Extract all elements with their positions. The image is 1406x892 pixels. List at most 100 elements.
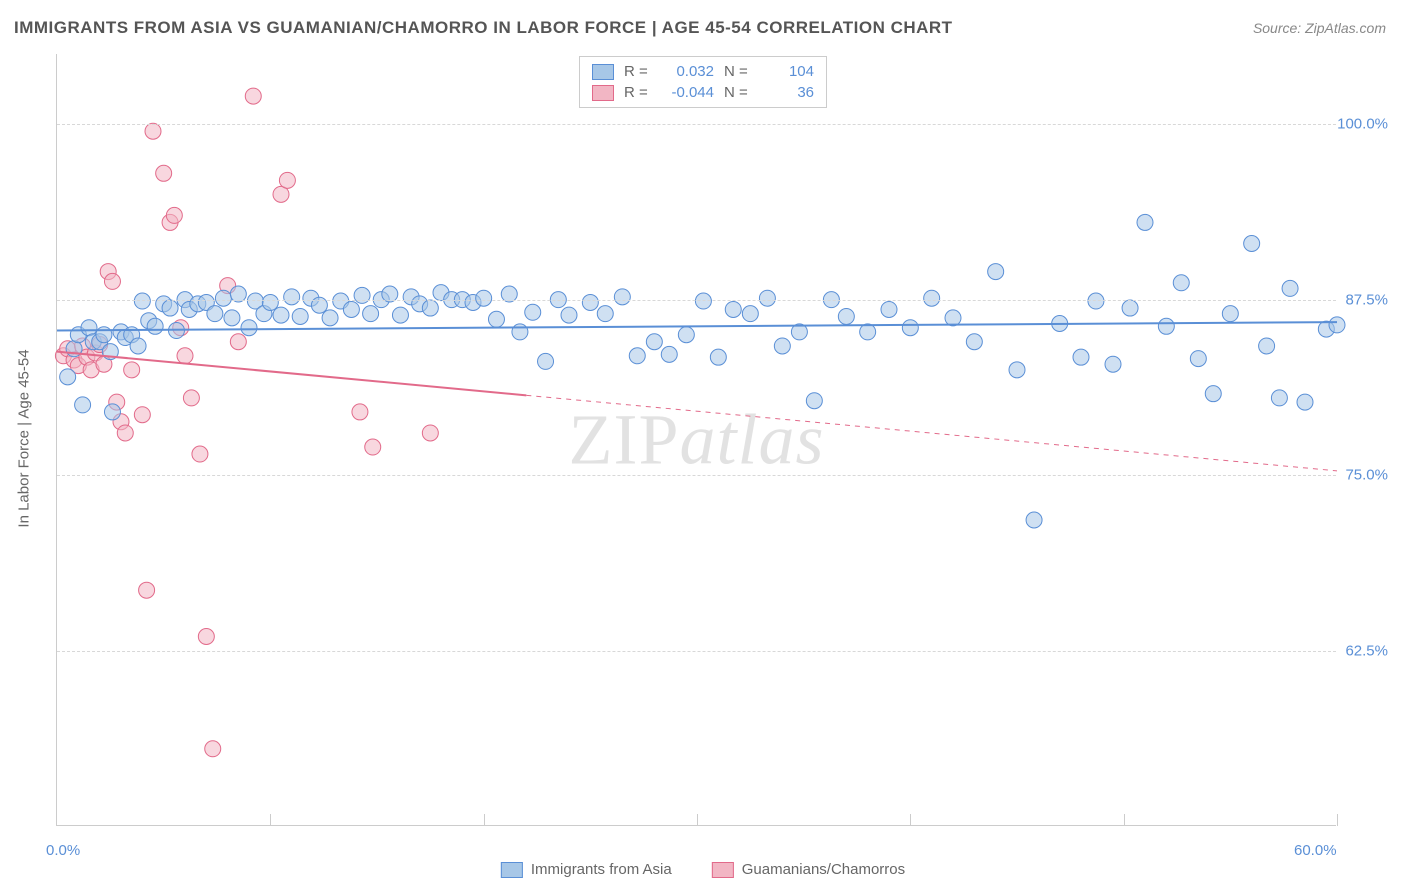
data-point <box>1009 362 1025 378</box>
data-point <box>1222 306 1238 322</box>
data-point <box>365 439 381 455</box>
legend-swatch-series-0 <box>592 64 614 80</box>
x-tick-mark <box>270 814 271 826</box>
data-point <box>1105 356 1121 372</box>
data-point <box>1026 512 1042 528</box>
data-point <box>60 369 76 385</box>
data-point <box>1282 280 1298 296</box>
legend-swatch-1 <box>712 862 734 878</box>
data-point <box>661 346 677 362</box>
data-point <box>838 308 854 324</box>
data-point <box>1122 300 1138 316</box>
legend-row-series-0: R = 0.032 N = 104 <box>592 61 814 82</box>
data-point <box>678 327 694 343</box>
data-point <box>156 165 172 181</box>
legend-label-r: R = <box>624 63 652 80</box>
gridline-h <box>57 475 1336 476</box>
data-point <box>525 304 541 320</box>
data-point <box>205 741 221 757</box>
data-point <box>96 327 112 343</box>
data-point <box>245 88 261 104</box>
data-point <box>104 404 120 420</box>
data-point <box>614 289 630 305</box>
data-point <box>774 338 790 354</box>
data-point <box>1158 318 1174 334</box>
data-point <box>134 407 150 423</box>
data-point <box>902 320 918 336</box>
x-tick-mark <box>484 814 485 826</box>
data-point <box>343 301 359 317</box>
data-point <box>130 338 146 354</box>
data-point <box>279 172 295 188</box>
data-point <box>177 348 193 364</box>
data-point <box>183 390 199 406</box>
legend-item-1: Guamanians/Chamorros <box>712 861 905 878</box>
data-point <box>1244 235 1260 251</box>
scatter-svg <box>57 54 1336 825</box>
data-point <box>322 310 338 326</box>
data-point <box>1329 317 1345 333</box>
gridline-h <box>57 300 1336 301</box>
data-point <box>241 320 257 336</box>
data-point <box>924 290 940 306</box>
data-point <box>1271 390 1287 406</box>
data-point <box>597 306 613 322</box>
data-point <box>166 207 182 223</box>
legend-item-0: Immigrants from Asia <box>501 861 672 878</box>
data-point <box>363 306 379 322</box>
legend-correlation: R = 0.032 N = 104 R = -0.044 N = 36 <box>579 56 827 108</box>
data-point <box>742 306 758 322</box>
y-tick-label: 87.5% <box>1345 291 1388 308</box>
x-tick-mark <box>910 814 911 826</box>
data-point <box>354 287 370 303</box>
legend-value-n-0: 104 <box>762 63 814 80</box>
data-point <box>422 425 438 441</box>
data-point <box>476 290 492 306</box>
data-point <box>538 353 554 369</box>
legend-label-1: Guamanians/Chamorros <box>742 861 905 878</box>
data-point <box>806 393 822 409</box>
data-point <box>488 311 504 327</box>
y-tick-label: 75.0% <box>1345 467 1388 484</box>
data-point <box>104 273 120 289</box>
data-point <box>759 290 775 306</box>
x-tick-mark <box>1124 814 1125 826</box>
legend-label-0: Immigrants from Asia <box>531 861 672 878</box>
data-point <box>966 334 982 350</box>
data-point <box>1088 293 1104 309</box>
data-point <box>1173 275 1189 291</box>
data-point <box>1190 351 1206 367</box>
data-point <box>1205 386 1221 402</box>
legend-series: Immigrants from Asia Guamanians/Chamorro… <box>501 861 905 878</box>
y-axis-title: In Labor Force | Age 45-54 <box>16 349 33 527</box>
data-point <box>284 289 300 305</box>
data-point <box>192 446 208 462</box>
data-point <box>352 404 368 420</box>
legend-swatch-series-1 <box>592 85 614 101</box>
data-point <box>1137 214 1153 230</box>
data-point <box>124 362 140 378</box>
gridline-h <box>57 651 1336 652</box>
data-point <box>710 349 726 365</box>
legend-value-r-1: -0.044 <box>662 84 714 101</box>
data-point <box>1259 338 1275 354</box>
legend-label-r: R = <box>624 84 652 101</box>
x-tick-mark <box>1337 814 1338 826</box>
data-point <box>134 293 150 309</box>
data-point <box>392 307 408 323</box>
data-point <box>262 294 278 310</box>
data-point <box>561 307 577 323</box>
y-tick-label: 100.0% <box>1337 116 1388 133</box>
chart-title: IMMIGRANTS FROM ASIA VS GUAMANIAN/CHAMOR… <box>14 18 953 38</box>
data-point <box>75 397 91 413</box>
x-tick-mark <box>697 814 698 826</box>
legend-swatch-0 <box>501 862 523 878</box>
data-point <box>860 324 876 340</box>
data-point <box>629 348 645 364</box>
regression-line-extrapolated <box>526 395 1337 471</box>
data-point <box>1297 394 1313 410</box>
data-point <box>224 310 240 326</box>
legend-label-n: N = <box>724 63 752 80</box>
data-point <box>695 293 711 309</box>
x-tick-label-max: 60.0% <box>1294 842 1337 859</box>
